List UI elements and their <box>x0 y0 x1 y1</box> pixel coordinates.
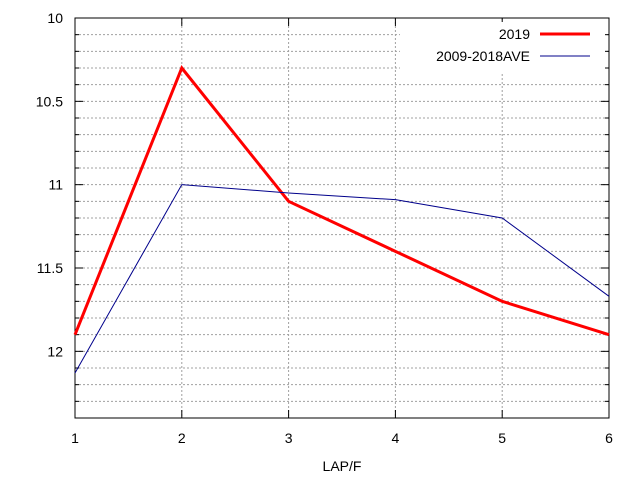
x-tick-label: 3 <box>285 430 293 446</box>
legend-label: 2009-2018AVE <box>436 48 530 64</box>
x-axis-label: LAP/F <box>323 458 362 474</box>
x-tick-label: 6 <box>605 430 613 446</box>
x-tick-label: 2 <box>178 430 186 446</box>
x-tick-label: 4 <box>392 430 400 446</box>
legend-label: 2019 <box>499 26 530 42</box>
y-tick-label: 10 <box>47 10 63 26</box>
y-tick-label: 12 <box>47 343 63 359</box>
grid <box>75 18 609 418</box>
legend-background <box>400 22 605 72</box>
x-tick-label: 1 <box>71 430 79 446</box>
series-lines <box>73 65 610 374</box>
series-line-1 <box>73 65 610 337</box>
series-line-2 <box>74 184 610 374</box>
legend: 2019 2009-2018AVE <box>400 22 605 72</box>
x-tick-label: 5 <box>498 430 506 446</box>
y-tick-label: 11 <box>48 177 63 193</box>
y-tick-label: 11.5 <box>37 260 63 276</box>
y-tick-label: 10.5 <box>36 93 63 109</box>
